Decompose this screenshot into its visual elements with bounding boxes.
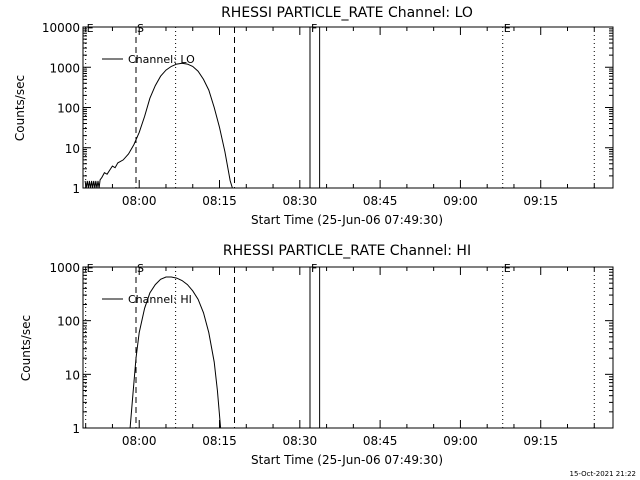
x-tick-label: 08:45: [363, 194, 398, 208]
panel-channel-lo: RHESSI PARTICLE_RATE Channel: LO Counts/…: [13, 5, 614, 227]
series-line-lo: [84, 62, 233, 189]
y-tick-label: 1: [72, 182, 80, 196]
legend-label: Channel: LO: [128, 53, 195, 66]
x-tick-label: 08:15: [202, 434, 237, 448]
y-axis-label-lo: Counts/sec: [13, 75, 27, 141]
x-tick-label: 08:00: [122, 194, 157, 208]
plot-area-hi: 1 10 100 1000 08:00 08:15 08:30 08:45 09:00 09:15…: [49, 261, 614, 448]
legend-label: Channel: HI: [128, 293, 192, 306]
y-axis-label-hi: Counts/sec: [19, 315, 33, 381]
event-marker-label: F: [311, 22, 317, 35]
event-marker-label: E: [504, 262, 511, 275]
x-tick-label: 09:15: [523, 194, 558, 208]
y-tick-label: 1000: [49, 261, 80, 275]
generated-timestamp: 15-Oct-2021 21:22: [570, 470, 636, 478]
x-tick-label: 08:45: [363, 434, 398, 448]
x-axis-label-hi: Start Time (25-Jun-06 07:49:30): [251, 453, 443, 467]
event-marker-label: E: [87, 22, 94, 35]
y-tick-label: 10: [65, 368, 80, 382]
x-tick-label: 08:15: [202, 194, 237, 208]
series-line-hi: [129, 276, 222, 429]
y-tick-label: 10: [65, 142, 80, 156]
y-tick-label: 10000: [42, 21, 80, 35]
x-tick-label: 09:00: [443, 194, 478, 208]
plot-frame: [82, 266, 614, 429]
y-tick-label: 1000: [49, 61, 80, 75]
plot-frame: [82, 26, 614, 189]
event-marker-label: F: [311, 262, 317, 275]
chart-title-lo: RHESSI PARTICLE_RATE Channel: LO: [221, 5, 473, 21]
event-marker-label: E: [504, 22, 511, 35]
event-marker-label: E: [87, 262, 94, 275]
y-tick-label: 1: [72, 422, 80, 436]
chart-title-hi: RHESSI PARTICLE_RATE Channel: HI: [223, 243, 471, 259]
event-marker-label: S: [137, 262, 144, 275]
y-tick-label: 100: [57, 102, 80, 116]
plot-area-lo: 1 10 100 1000 10000 08:00 08:15 08:30 08:45 09:00…: [42, 21, 614, 208]
x-tick-label: 08:30: [283, 194, 318, 208]
y-tick-label: 100: [57, 315, 80, 329]
x-tick-label: 09:15: [523, 434, 558, 448]
x-tick-label: 08:30: [283, 434, 318, 448]
panel-channel-hi: RHESSI PARTICLE_RATE Channel: HI Counts/…: [19, 243, 614, 467]
event-marker-label: S: [137, 22, 144, 35]
x-tick-label: 09:00: [443, 434, 478, 448]
x-tick-label: 08:00: [122, 434, 157, 448]
x-axis-label-lo: Start Time (25-Jun-06 07:49:30): [251, 213, 443, 227]
